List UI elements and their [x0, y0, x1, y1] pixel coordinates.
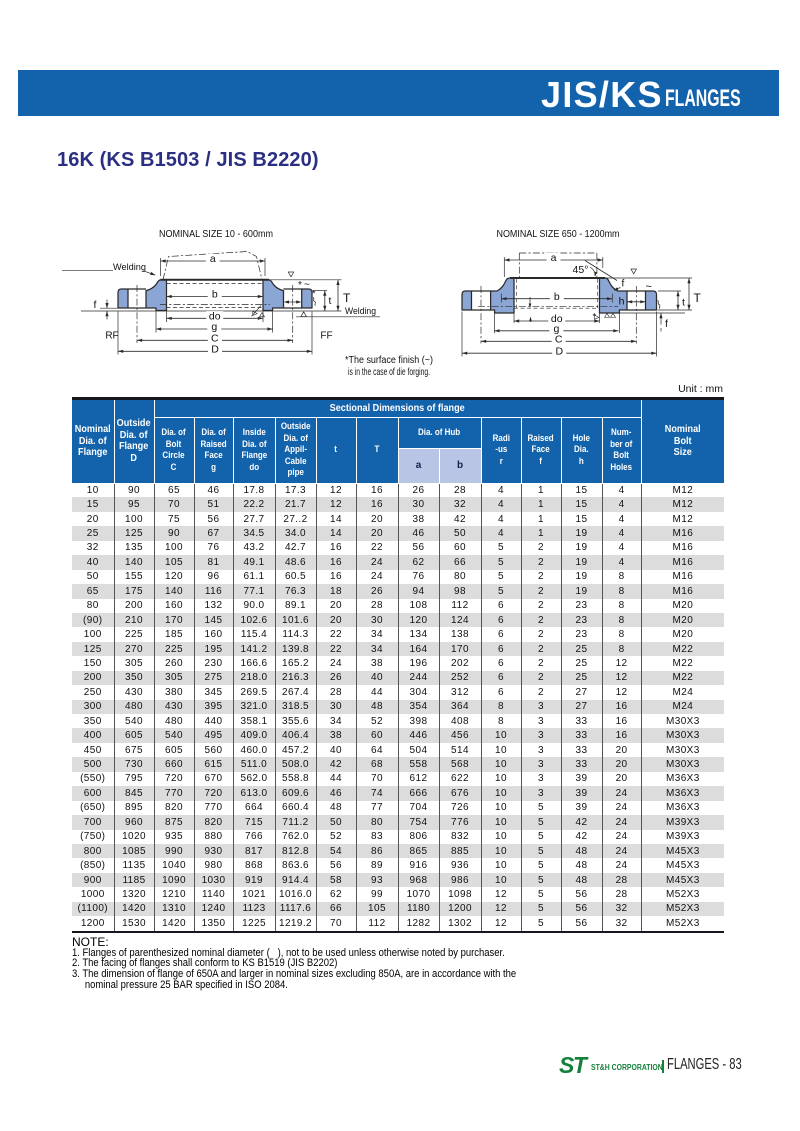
svg-text:*The surface finish (~): *The surface finish (~): [345, 355, 433, 366]
svg-text:FF: FF: [320, 331, 332, 342]
svg-text:45°: 45°: [573, 264, 589, 276]
svg-text:Welding: Welding: [345, 306, 376, 317]
svg-text:D: D: [555, 345, 563, 357]
svg-text:b: b: [554, 291, 560, 303]
svg-text:~: ~: [646, 281, 652, 293]
svg-text:f: f: [665, 318, 668, 330]
svg-text:f: f: [622, 279, 625, 290]
svg-text:T: T: [694, 291, 702, 305]
svg-text:*: *: [312, 289, 316, 299]
svg-text:NOMINAL SIZE 650 - 1200mm: NOMINAL SIZE 650 - 1200mm: [497, 229, 620, 240]
svg-text:is in the case of die forging.: is in the case of die forging.: [348, 367, 430, 378]
svg-text:a: a: [210, 253, 216, 265]
svg-text:g: g: [211, 321, 217, 333]
svg-text:b: b: [212, 289, 218, 301]
svg-text:t: t: [682, 297, 685, 309]
svg-text:g: g: [553, 323, 559, 335]
svg-text:T: T: [343, 291, 351, 305]
svg-text:Welding: Welding: [113, 262, 146, 273]
svg-text:a: a: [551, 252, 557, 264]
svg-text:RF: RF: [105, 331, 118, 342]
svg-text:D: D: [211, 344, 219, 356]
svg-text:t: t: [329, 295, 332, 307]
svg-text:C: C: [555, 334, 563, 346]
svg-text:h: h: [619, 296, 625, 308]
svg-text:*: *: [298, 280, 302, 291]
svg-text:f: f: [94, 299, 97, 311]
svg-text:do: do: [209, 311, 221, 323]
svg-text:do: do: [551, 313, 563, 325]
svg-text:NOMINAL SIZE 10 - 600mm: NOMINAL SIZE 10 - 600mm: [159, 229, 273, 240]
svg-text:~: ~: [304, 280, 310, 291]
svg-text:C: C: [211, 333, 219, 345]
